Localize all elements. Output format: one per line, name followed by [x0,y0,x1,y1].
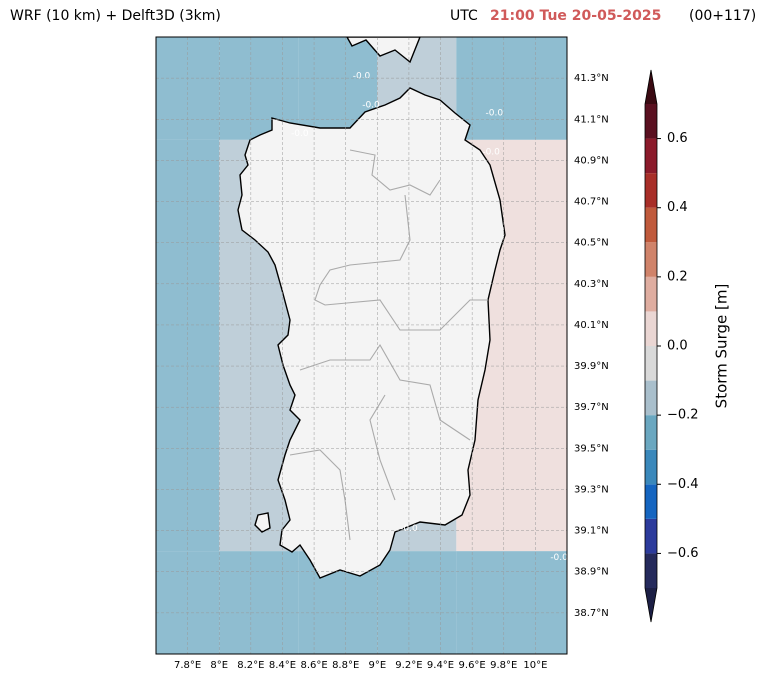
contour-label: -0.0 [482,148,500,158]
colorbar-segment [645,276,657,312]
title-step: (00+117) [689,8,756,24]
y-tick-label: 41.3°N [574,73,609,84]
title-time: 21:00 Tue 20-05-2025 [490,8,661,24]
colorbar-label: Storm Surge [m] [713,284,731,409]
y-tick-label: 40.1°N [574,320,609,331]
map-frame [155,36,568,655]
title-utc: UTC [450,8,478,24]
sant-antioco [254,512,271,533]
colorbar-segment [645,311,657,346]
colorbar-segment [645,518,657,554]
colorbar-segment [645,173,657,208]
y-tick-label: 39.7°N [574,402,609,413]
colorbar-segment [645,242,657,277]
y-tick-label: 40.3°N [574,279,609,290]
colorbar-over [645,70,657,104]
y-tick-label: 40.7°N [574,197,609,208]
contour-label: -0.0 [550,553,568,563]
colorbar-tick-label: 0.6 [667,131,688,146]
colorbar-outline [644,69,658,623]
contour-label: -0.0 [291,129,309,139]
y-tick-label: 39.3°N [574,484,609,495]
colorbar-segment [645,415,657,450]
surge-cell [219,551,299,654]
y-tick-label: 39.1°N [574,526,609,537]
y-tick-label: 40.9°N [574,155,609,166]
x-tick-label: 9.4°E [427,660,454,671]
colorbar-segment [645,138,657,174]
land: -0.0-0.0-0.0-0.0-0.0-0.0-0.0 [237,37,568,579]
colorbar-segment [645,207,657,243]
colorbar-segment [645,380,657,416]
colorbar-segment [645,104,657,139]
colorbar-tick-label: −0.2 [667,408,699,423]
corsica [346,37,421,64]
border [349,149,441,196]
surge-cell [456,551,567,654]
colorbar-segment [645,346,657,381]
x-tick-label: 8.4°E [269,660,296,671]
colorbar-tick-label: 0.2 [667,269,688,284]
border [314,194,488,331]
x-tick-label: 7.8°E [174,660,201,671]
x-tick-label: 8°E [210,660,228,671]
colorbar-segment [645,484,657,519]
title-left: WRF (10 km) + Delft3D (3km) [10,8,221,24]
y-tick-label: 40.5°N [574,238,609,249]
grid [156,37,567,654]
colorbar-tick-label: 0.4 [667,200,688,215]
x-tick-label: 9.2°E [395,660,422,671]
x-tick-label: 9°E [368,660,386,671]
x-tick-label: 8.8°E [332,660,359,671]
surge-cell [377,551,457,654]
colorbar-segment [645,553,657,588]
y-tick-label: 39.9°N [574,361,609,372]
colorbar-tick-label: −0.6 [667,546,699,561]
border [299,343,471,441]
y-tick-label: 41.1°N [574,114,609,125]
contour-label: -0.0 [353,72,371,82]
x-tick-label: 9.6°E [459,660,486,671]
surge-cell [456,37,567,140]
colorbar-segment [645,449,657,485]
x-tick-label: 8.6°E [300,660,327,671]
sardinia [237,87,506,579]
colorbar-tick-label: −0.4 [667,477,699,492]
y-tick-label: 39.5°N [574,443,609,454]
colorbar-tick-label: 0.0 [667,339,688,354]
x-tick-label: 9.8°E [490,660,517,671]
contour-label: -0.0 [486,109,504,119]
border [289,449,351,541]
colorbar-under [645,588,657,622]
y-tick-label: 38.9°N [574,567,609,578]
x-tick-label: 8.2°E [237,660,264,671]
y-tick-label: 38.7°N [574,608,609,619]
x-tick-label: 10°E [523,660,547,671]
contour-label: -0.0 [362,100,380,110]
